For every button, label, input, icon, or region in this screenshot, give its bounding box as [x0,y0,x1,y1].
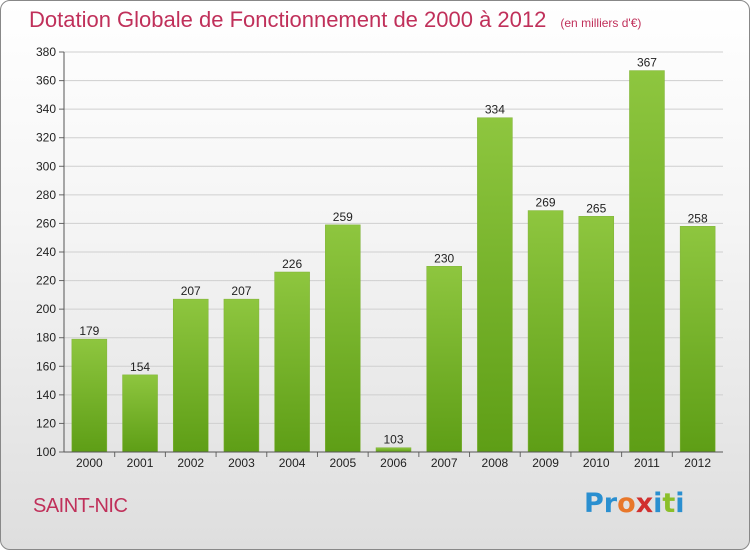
data-label: 103 [383,433,403,447]
logo-letter: o [617,488,636,519]
data-label: 207 [231,284,251,298]
y-tick-label: 360 [36,74,56,88]
x-axis-ticks: 2000 2001 2002 2003 2004 2005 2006 2007 2008 2009… [76,452,711,470]
data-labels: 179 154 207 207 226 259 103 230 334 269 265 367 258 [79,56,708,447]
y-tick-label: 140 [36,388,56,402]
chart-title-unit: (en milliers d'€) [560,16,642,30]
y-tick-label: 340 [36,102,56,116]
bar-2000 [71,338,108,453]
data-label: 258 [688,211,708,225]
data-label: 154 [130,360,150,374]
y-tick-label: 120 [36,416,56,430]
y-tick-label: 380 [36,45,56,59]
logo-letter: i [653,488,663,519]
proxiti-logo[interactable]: Proxiti [584,488,685,519]
x-tick-label: 2001 [127,456,154,470]
bars [71,70,716,453]
chart-title: Dotation Globale de Fonctionnement de 20… [29,7,641,33]
y-tick-label: 240 [36,245,56,259]
bar-2004 [274,271,310,453]
bar-2008 [477,117,513,453]
data-label: 334 [485,103,505,117]
data-label: 226 [282,257,302,271]
x-tick-label: 2003 [228,456,255,470]
y-tick-label: 180 [36,331,56,345]
x-tick-label: 2006 [380,456,407,470]
bar-2006 [375,447,412,453]
y-tick-label: 220 [36,274,56,288]
x-tick-label: 2002 [177,456,204,470]
y-tick-label: 160 [36,359,56,373]
x-tick-label: 2007 [431,456,458,470]
y-tick-label: 300 [36,159,56,173]
bar-2003 [223,298,260,453]
logo-letter: t [662,488,676,519]
logo-letter: r [603,488,618,519]
grid-lines [64,51,723,453]
data-label: 259 [333,210,353,224]
x-tick-label: 2005 [329,456,356,470]
x-tick-label: 2009 [532,456,559,470]
x-tick-label: 2004 [279,456,306,470]
y-tick-label: 260 [36,216,56,230]
data-label: 230 [434,251,454,265]
y-axis-ticks: 100 120 140 160 180 200 220 240 260 280 300 320 340 3… [36,45,64,459]
y-tick-label: 100 [36,445,56,459]
y-tick-label: 320 [36,131,56,145]
bar-2011 [629,70,665,453]
x-tick-label: 2011 [634,456,660,470]
logo-letter: P [584,488,604,519]
data-label: 269 [536,196,556,210]
x-tick-label: 2008 [482,456,509,470]
x-tick-label: 2012 [684,456,711,470]
bar-2007 [426,266,462,453]
data-label: 179 [79,324,99,338]
x-tick-label: 2010 [583,456,610,470]
bar-2012 [679,226,716,453]
data-label: 367 [637,56,657,70]
bar-2002 [172,298,209,453]
bar-2001 [122,374,158,453]
data-label: 265 [586,201,606,215]
y-tick-label: 200 [36,302,56,316]
x-tick-label: 2000 [76,456,103,470]
data-label: 207 [181,284,201,298]
logo-letter: x [635,488,654,519]
commune-name: SAINT-NIC [33,495,128,517]
axes [63,52,723,453]
chart-title-main: Dotation Globale de Fonctionnement de 20… [29,7,547,32]
bar-2009 [527,210,564,453]
bar-2005 [325,224,361,453]
logo-letter: i [675,488,685,519]
bar-2010 [578,216,615,453]
y-tick-label: 280 [36,188,56,202]
